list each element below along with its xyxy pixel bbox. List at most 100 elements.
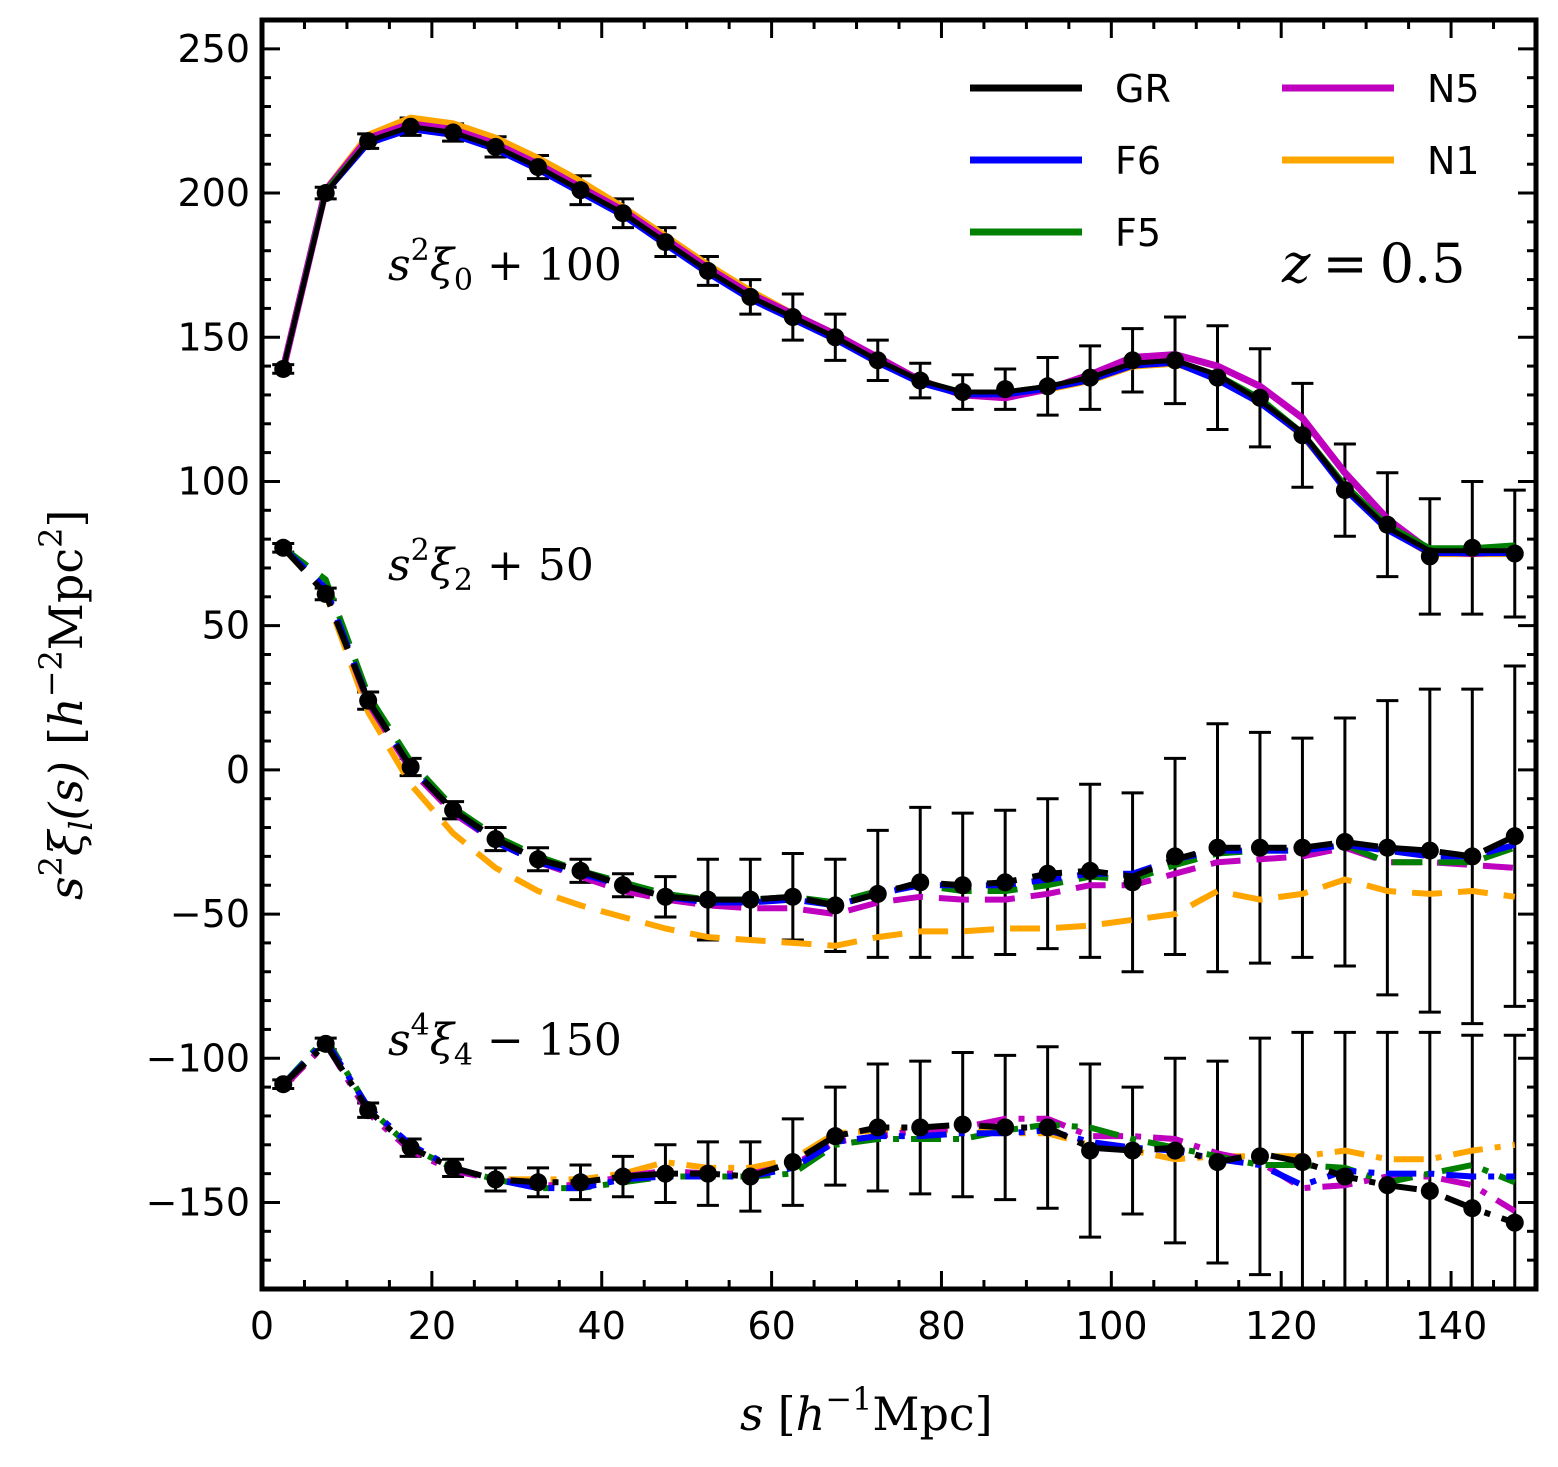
monopole-data-point: [316, 184, 335, 203]
quadrupole-data-point: [444, 801, 463, 820]
monopole-data-point: [783, 308, 802, 327]
hexadecapole-data-point: [359, 1101, 378, 1120]
monopole-data-point: [1378, 515, 1397, 534]
y-tick-label: 100: [177, 459, 250, 503]
monopole-data-point: [996, 380, 1015, 399]
y-tick-label: −150: [146, 1180, 250, 1224]
quadrupole-data-point: [656, 887, 675, 906]
quadrupole-data-point: [953, 876, 972, 895]
quadrupole-label: s2ξ2 + 50: [388, 533, 594, 598]
quadrupole-data-point: [1293, 838, 1312, 857]
monopole-data-point: [1081, 368, 1100, 387]
quadrupole-data-point: [1250, 838, 1269, 857]
monopole-data-point: [656, 233, 675, 252]
hexadecapole-data-point: [1335, 1167, 1354, 1186]
monopole-data-point: [529, 158, 548, 177]
quadrupole-data-point: [741, 890, 760, 909]
quadrupole-data-point: [1378, 838, 1397, 857]
quadrupole-data-point: [698, 890, 717, 909]
monopole-data-point: [1293, 426, 1312, 445]
quadrupole-data-point: [1335, 832, 1354, 851]
hexadecapole-data-point: [868, 1118, 887, 1137]
quadrupole-data-point: [996, 873, 1015, 892]
data-markers: [274, 117, 1524, 1232]
x-tick-label: 140: [1415, 1304, 1488, 1348]
hexadecapole-data-point: [274, 1075, 293, 1094]
hexadecapole-data-point: [571, 1173, 590, 1192]
hexadecapole-data-point: [953, 1115, 972, 1134]
hexadecapole-data-point: [486, 1170, 505, 1189]
quadrupole-data-point: [1463, 847, 1482, 866]
legend-label-f6: F6: [1115, 139, 1161, 183]
quadrupole-data-point: [783, 887, 802, 906]
y-tick-label: 0: [226, 748, 250, 792]
monopole-data-point: [911, 371, 930, 390]
x-axis-label: s [h−1Mpc]: [740, 1380, 993, 1441]
quadrupole-data-point: [1505, 827, 1524, 846]
quadrupole-data-point: [401, 757, 420, 776]
x-tick-label: 120: [1245, 1304, 1318, 1348]
monopole-data-point: [1123, 351, 1142, 370]
hexadecapole-data-point: [741, 1167, 760, 1186]
quadrupole-data-point: [571, 861, 590, 880]
hexadecapole-line-n5: [281, 1040, 1517, 1214]
redshift-label: z = 0.5: [1281, 232, 1466, 295]
monopole-data-point: [1208, 368, 1227, 387]
quadrupole-data-point: [868, 884, 887, 903]
y-tick-label: 50: [202, 604, 250, 648]
monopole-data-point: [571, 181, 590, 200]
hexadecapole-data-point: [1293, 1153, 1312, 1172]
hexadecapole-line-f6: [281, 1038, 1515, 1192]
quadrupole-data-point: [1123, 873, 1142, 892]
hexadecapole-data-point: [1166, 1141, 1185, 1160]
quadrupole-line-n5: [281, 545, 1516, 918]
monopole-data-point: [1166, 351, 1185, 370]
monopole-data-point: [1038, 377, 1057, 396]
legend-label-n5: N5: [1427, 67, 1480, 111]
quadrupole-data-point: [613, 876, 632, 895]
hexadecapole-data-point: [316, 1034, 335, 1053]
quadrupole-data-point: [1420, 841, 1439, 860]
hexadecapole-data-point: [1420, 1181, 1439, 1200]
monopole-data-point: [741, 287, 760, 306]
hexadecapole-data-point: [401, 1138, 420, 1157]
error-bars: [272, 116, 1526, 1289]
monopole-line-n1: [279, 114, 1515, 558]
monopole-data-point: [953, 383, 972, 402]
hexadecapole-data-point: [698, 1164, 717, 1183]
y-tick-label: −50: [170, 892, 250, 936]
monopole-data-point: [1335, 481, 1354, 500]
quadrupole-data-point: [1081, 861, 1100, 880]
y-tick-label: 150: [177, 315, 250, 359]
hexadecapole-data-point: [826, 1127, 845, 1146]
y-tick-label: 250: [177, 27, 250, 71]
monopole-data-point: [444, 123, 463, 142]
x-tick-label: 60: [747, 1304, 795, 1348]
x-tick-label: 20: [408, 1304, 456, 1348]
monopole-label: s2ξ0 + 100: [388, 233, 622, 298]
hexadecapole-data-point: [996, 1118, 1015, 1137]
monopole-data-point: [359, 132, 378, 151]
x-tick-label: 40: [578, 1304, 626, 1348]
quadrupole-data-point: [529, 850, 548, 869]
hexadecapole-data-point: [1463, 1199, 1482, 1218]
monopole-line-gr: [280, 124, 1515, 554]
hexadecapole-label: s4ξ4 − 150: [388, 1008, 622, 1073]
legend-label-n1: N1: [1427, 139, 1480, 183]
quadrupole-data-point: [274, 538, 293, 557]
quadrupole-data-point: [1038, 864, 1057, 883]
axes: 0 20 40 60 80 100 120 140 −150 −100 −50 0 50 100 150 20…: [146, 17, 1539, 1348]
x-tick-label: 100: [1075, 1304, 1148, 1348]
quadrupole-data-point: [911, 873, 930, 892]
hexadecapole-data-point: [656, 1164, 675, 1183]
monopole-line-f6: [280, 127, 1515, 557]
hexadecapole-data-point: [1378, 1176, 1397, 1195]
monopole-data-point: [826, 328, 845, 347]
monopole-data-point: [1463, 538, 1482, 557]
quadrupole-data-point: [1166, 847, 1185, 866]
monopole-data-point: [1250, 388, 1269, 407]
hexadecapole-data-point: [444, 1158, 463, 1177]
quadrupole-data-point: [359, 691, 378, 710]
legend-label-gr: GR: [1115, 67, 1171, 111]
